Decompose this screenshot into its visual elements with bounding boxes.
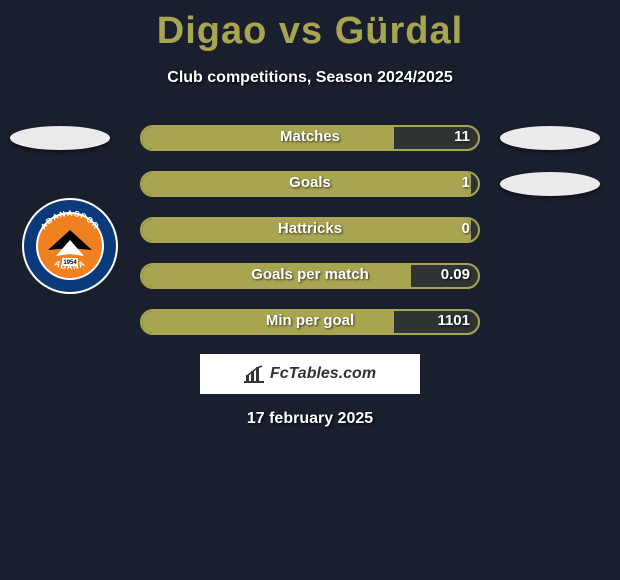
stat-value: 0 — [462, 220, 470, 237]
stat-value: 11 — [454, 128, 470, 145]
stat-row: Min per goal1101 — [0, 302, 620, 348]
stat-value: 1101 — [437, 312, 470, 329]
stat-label: Goals — [0, 174, 620, 191]
badge-year: 1954 — [63, 260, 77, 266]
club-badge: ADANASPOR ADANA 1954 — [20, 196, 120, 296]
branding-label: FcTables.com — [270, 365, 376, 383]
stat-value: 1 — [462, 174, 470, 191]
stat-row: Matches11 — [0, 118, 620, 164]
page-title: Digao vs Gürdal — [0, 0, 620, 53]
stat-label: Min per goal — [0, 312, 620, 329]
date-label: 17 february 2025 — [0, 410, 620, 428]
chart-icon — [244, 365, 264, 383]
stat-label: Matches — [0, 128, 620, 145]
subtitle: Club competitions, Season 2024/2025 — [0, 69, 620, 87]
stat-value: 0.09 — [441, 266, 470, 283]
branding-box: FcTables.com — [200, 354, 420, 394]
